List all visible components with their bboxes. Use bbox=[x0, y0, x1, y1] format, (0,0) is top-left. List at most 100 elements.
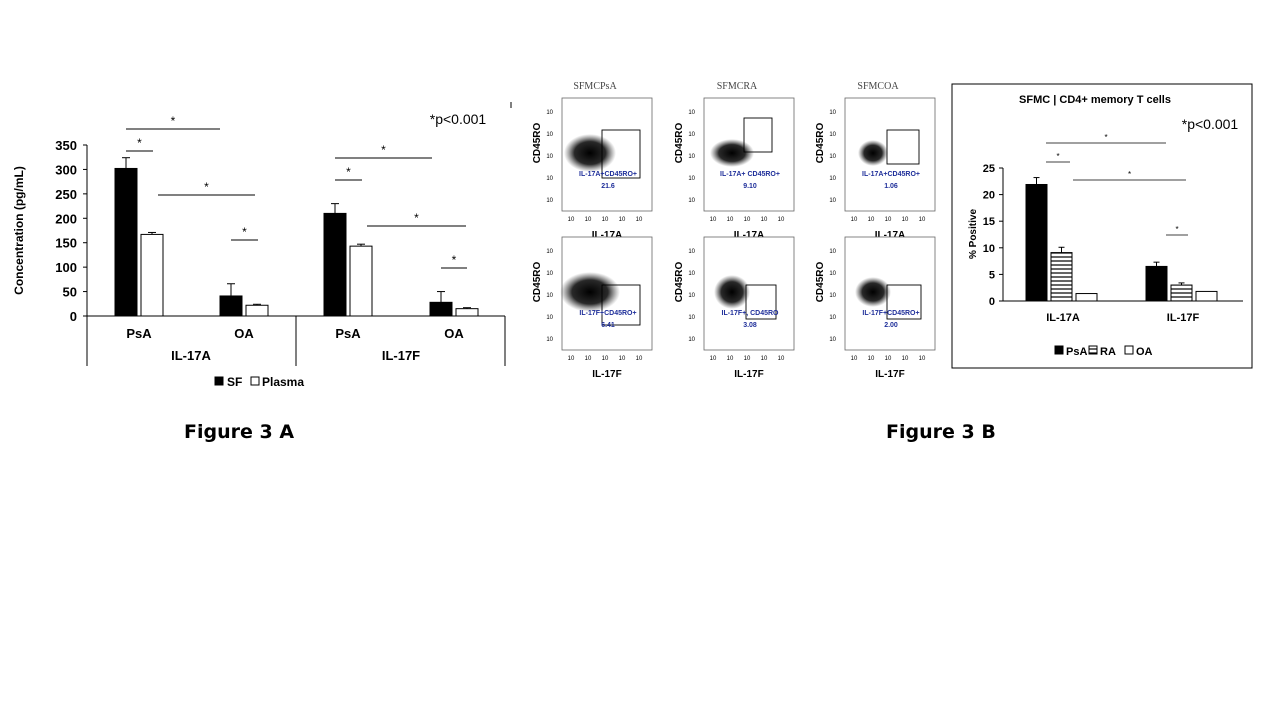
flow-x-tick-label: 10 bbox=[744, 356, 751, 362]
flow-gate-value: 6.41 bbox=[601, 322, 615, 329]
significance-star: * bbox=[171, 114, 176, 128]
flow-x-tick-label: 10 bbox=[902, 217, 909, 223]
flow-x-tick-label: 10 bbox=[868, 217, 875, 223]
flow-y-tick-label: 10 bbox=[688, 154, 695, 160]
flow-x-tick-label: 10 bbox=[602, 217, 609, 223]
flow-y-tick-label: 10 bbox=[546, 110, 553, 116]
significance-star: * bbox=[137, 136, 142, 150]
bar-Plasma bbox=[349, 245, 373, 317]
bar-PsA bbox=[1145, 265, 1168, 302]
flow-gate bbox=[886, 284, 922, 320]
y-tick-label: 200 bbox=[55, 211, 77, 226]
flow-x-tick-label: 10 bbox=[761, 217, 768, 223]
flow-x-tick-label: 10 bbox=[744, 217, 751, 223]
flow-x-tick-label: 10 bbox=[619, 217, 626, 223]
flow-y-tick-label: 10 bbox=[546, 337, 553, 343]
flow-x-tick-label: 10 bbox=[885, 217, 892, 223]
flow-x-tick-label: 10 bbox=[568, 356, 575, 362]
flow-x-axis-label: IL-17A bbox=[734, 230, 765, 241]
flow-dot-cloud bbox=[710, 139, 754, 167]
bar-OA bbox=[1075, 293, 1098, 302]
y-tick-label: 5 bbox=[989, 269, 995, 281]
legend-swatch-SF bbox=[214, 376, 224, 386]
significance-star: * bbox=[1056, 152, 1059, 161]
y-axis-label: % Positive bbox=[968, 209, 979, 259]
flow-gate-label: IL-17A+CD45RO+ bbox=[579, 171, 637, 178]
flow-column-title: SFMCPsA bbox=[573, 81, 617, 92]
bar-PsA bbox=[1025, 183, 1048, 302]
flow-x-tick-label: 10 bbox=[778, 217, 785, 223]
flow-x-tick-label: 10 bbox=[585, 356, 592, 362]
figure-3b-bar: SFMC | CD4+ memory T cells *p<0.001 0 5 10 15… bbox=[951, 83, 1253, 369]
y-tick-label: 10 bbox=[983, 243, 995, 255]
flow-y-tick-label: 10 bbox=[688, 132, 695, 138]
bar-SF bbox=[429, 301, 453, 317]
bar-OA bbox=[1195, 290, 1218, 302]
significance-star: * bbox=[381, 143, 386, 157]
flow-y-tick-label: 10 bbox=[688, 315, 695, 321]
flow-gate bbox=[743, 117, 773, 153]
legend-swatch-OA bbox=[1124, 345, 1134, 355]
flow-x-tick-label: 10 bbox=[902, 356, 909, 362]
flow-gate-label: IL-17A+CD45RO+ bbox=[862, 171, 920, 178]
significance-star: * bbox=[346, 165, 351, 179]
bar-SF bbox=[219, 295, 243, 317]
significance-star: * bbox=[204, 180, 209, 194]
flow-gate bbox=[745, 284, 777, 320]
bar-RA bbox=[1170, 284, 1193, 302]
significance-star: * bbox=[414, 211, 419, 225]
flow-x-axis-label: IL-17F bbox=[592, 369, 621, 380]
legend-label: OA bbox=[1136, 346, 1153, 358]
x-category-label: PsA bbox=[335, 326, 361, 341]
x-category-label: IL-17A bbox=[1046, 312, 1080, 324]
flow-y-tick-label: 10 bbox=[688, 198, 695, 204]
flow-x-tick-label: 10 bbox=[636, 356, 643, 362]
flow-y-tick-label: 10 bbox=[829, 249, 836, 255]
flow-x-axis-label: IL-17F bbox=[875, 369, 904, 380]
flow-gate-value: 1.06 bbox=[884, 183, 898, 190]
legend-3a: SF Plasma bbox=[214, 375, 304, 389]
flow-gate bbox=[601, 129, 641, 179]
bar-Plasma bbox=[245, 304, 269, 317]
flow-y-tick-label: 10 bbox=[688, 249, 695, 255]
y-tick-label: 0 bbox=[989, 296, 995, 308]
y-tick-label: 150 bbox=[55, 236, 77, 251]
legend-label: Plasma bbox=[262, 375, 304, 389]
flow-y-tick-label: 10 bbox=[546, 271, 553, 277]
flow-dot-cloud bbox=[564, 134, 616, 172]
bar-RA bbox=[1050, 252, 1073, 302]
flow-y-axis-label: CD45RO bbox=[815, 123, 826, 164]
flow-column-title: SFMCRA bbox=[717, 81, 758, 92]
flow-x-tick-label: 10 bbox=[602, 356, 609, 362]
y-tick-label: 25 bbox=[983, 163, 995, 175]
flow-y-tick-label: 10 bbox=[688, 271, 695, 277]
flow-y-tick-label: 10 bbox=[829, 271, 836, 277]
flow-y-tick-label: 10 bbox=[829, 198, 836, 204]
flow-dot-cloud bbox=[560, 272, 620, 312]
flow-y-tick-label: 10 bbox=[829, 176, 836, 182]
significance-star: * bbox=[1104, 133, 1107, 142]
flow-dot-cloud bbox=[714, 275, 750, 309]
y-tick-label: 50 bbox=[63, 285, 77, 300]
group-label: IL-17A bbox=[171, 348, 211, 363]
flow-y-tick-label: 10 bbox=[688, 293, 695, 299]
y-axis-label: Concentration (pg/mL) bbox=[12, 166, 26, 295]
bar-SF bbox=[323, 212, 347, 317]
flow-y-tick-label: 10 bbox=[688, 337, 695, 343]
legend-swatch-Plasma bbox=[250, 376, 260, 386]
flow-y-tick-label: 10 bbox=[688, 110, 695, 116]
flow-y-tick-label: 10 bbox=[829, 132, 836, 138]
significance-star: * bbox=[452, 253, 457, 267]
figure-3a: 0 50 100 150 200 250 300 350 Concentration (pg/m… bbox=[12, 111, 506, 389]
y-tick-label: 250 bbox=[55, 187, 77, 202]
flow-x-tick-label: 10 bbox=[885, 356, 892, 362]
significance-star: * bbox=[242, 225, 247, 239]
legend-swatch-RA bbox=[1088, 345, 1098, 355]
significance-star: * bbox=[1128, 170, 1131, 179]
flow-column-title: SFMCOA bbox=[857, 81, 899, 92]
flow-gate bbox=[601, 284, 641, 326]
